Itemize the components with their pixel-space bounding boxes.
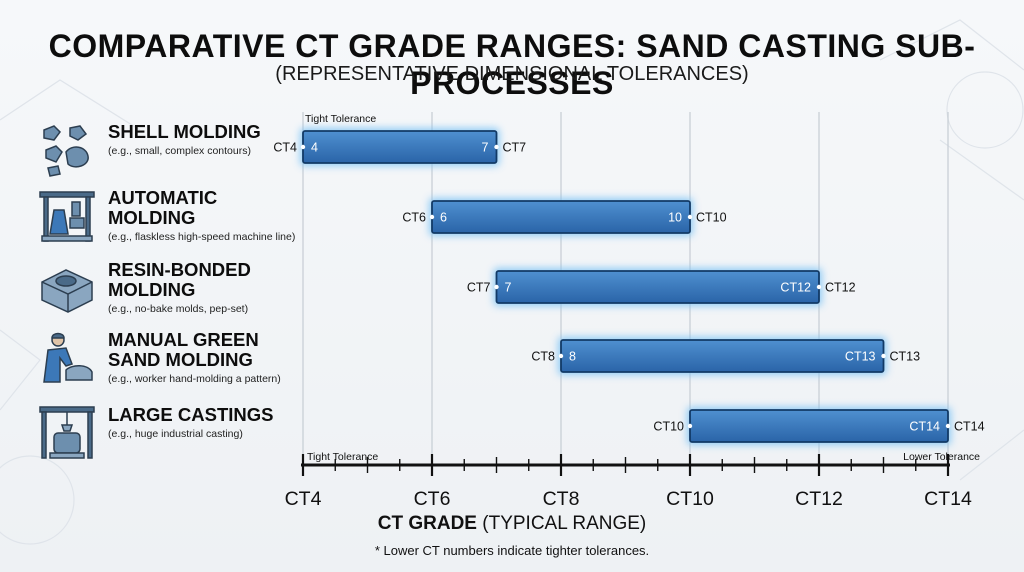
process-label-large-castings: LARGE CASTINGS (e.g., huge industrial ca… [38, 405, 303, 485]
bar-end-dot [494, 144, 499, 150]
range-bar [302, 130, 498, 164]
x-tick-label: CT4 [285, 488, 322, 510]
process-label-shell-molding: SHELL MOLDING (e.g., small, complex cont… [38, 122, 303, 202]
x-tick-label: CT6 [414, 488, 451, 510]
bar-start-label: CT6 [402, 211, 426, 225]
x-axis-title-bold: CT GRADE [377, 513, 477, 534]
range-bar-group: CT10 CT14 CT14 [653, 407, 985, 445]
bar-inner-end-label: CT14 [909, 420, 940, 434]
resin-mold-block-icon [41, 269, 93, 313]
bar-inner-start-label: 4 [311, 141, 318, 155]
worker-molding-icon [43, 332, 93, 383]
axis-lower-tolerance-note: Lower Tolerance [903, 451, 980, 463]
process-label-resin-bonded-molding: RESIN-BONDED MOLDING (e.g., no-bake mold… [38, 260, 303, 340]
bar-end-dot [881, 353, 886, 359]
process-example: (e.g., worker hand-molding a pattern) [108, 373, 281, 385]
bar-start-dot [429, 214, 435, 220]
process-name: LARGE CASTINGS [108, 404, 274, 425]
bar-start-dot [687, 423, 693, 429]
bar-inner-start-label: 6 [440, 211, 447, 225]
x-tick-label: CT14 [924, 488, 972, 510]
x-tick-label: CT10 [666, 488, 714, 510]
bar-start-dot [300, 144, 306, 150]
range-bar-group: CT8 CT13 8 CT13 [531, 337, 920, 375]
bar-end-dot [945, 423, 951, 429]
bar-end-label: CT10 [696, 211, 727, 225]
bar-inner-end-label: CT12 [780, 281, 811, 295]
process-name: SHELL MOLDING [108, 121, 261, 142]
x-axis: CT4 CT6 CT8 CT10 CT12 CT14 Tight Tolerance Lowe… [285, 451, 981, 510]
range-bar-group: CT6 CT10 6 10 [402, 198, 727, 236]
bar-inner-end-label: 7 [482, 141, 489, 155]
process-example: (e.g., flaskless high-speed machine line… [108, 231, 296, 243]
x-tick-label: CT12 [795, 488, 843, 510]
process-example: (e.g., no-bake molds, pep-set) [108, 303, 249, 315]
bar-end-dot [687, 214, 693, 220]
process-name: AUTOMATIC MOLDING [108, 187, 218, 228]
bar-inner-end-label: CT13 [845, 350, 876, 364]
bar-start-label: CT8 [531, 350, 555, 364]
bar-start-label: CT7 [467, 281, 491, 295]
bar-start-label: CT10 [653, 420, 684, 434]
range-bar [431, 200, 691, 234]
bar-end-label: CT7 [503, 141, 527, 155]
range-bar-group: CT4 CT7 4 7 [273, 128, 526, 166]
range-bar [560, 339, 885, 373]
axis-tight-tolerance-note: Tight Tolerance [307, 451, 378, 463]
bar-end-label: CT12 [825, 281, 856, 295]
process-label-automatic-molding: AUTOMATIC MOLDING (e.g., flaskless high-… [38, 188, 303, 268]
process-name: RESIN-BONDED MOLDING [108, 259, 251, 300]
footnote: * Lower CT numbers indicate tighter tole… [374, 543, 650, 558]
bar-inner-start-label: 7 [505, 281, 512, 295]
process-example: (e.g., huge industrial casting) [108, 428, 243, 440]
bar-start-dot [494, 284, 499, 290]
range-bar [495, 270, 820, 304]
range-bar-group: CT7 CT12 7 CT12 [467, 268, 856, 306]
chart-subtitle: (REPRESENTATIVE DIMENSIONAL TOLERANCES) [275, 63, 749, 85]
top-tight-tolerance-note: Tight Tolerance [305, 113, 376, 125]
machine-line-icon [39, 191, 95, 242]
bar-inner-start-label: 8 [569, 350, 576, 364]
bar-end-label: CT13 [890, 350, 921, 364]
process-example: (e.g., small, complex contours) [108, 145, 251, 157]
x-axis-title: CT GRADE (TYPICAL RANGE) [0, 513, 1024, 535]
process-name: MANUAL GREEN SAND MOLDING [108, 329, 259, 370]
x-axis-title-rest: (TYPICAL RANGE) [476, 513, 647, 534]
process-label-manual-green-sand-molding: MANUAL GREEN SAND MOLDING (e.g., worker … [38, 330, 303, 410]
bar-inner-end-label: 10 [668, 211, 682, 225]
x-tick-label: CT8 [543, 488, 580, 510]
bar-end-dot [816, 284, 822, 290]
bar-start-label: CT4 [273, 141, 297, 155]
bar-start-dot [558, 353, 564, 359]
crane-casting-icon [39, 406, 95, 459]
shell-mold-parts-icon [43, 125, 89, 177]
chart-title: COMPARATIVE CT GRADE RANGES: SAND CASTIN… [48, 28, 976, 101]
bar-end-label: CT14 [954, 420, 985, 434]
